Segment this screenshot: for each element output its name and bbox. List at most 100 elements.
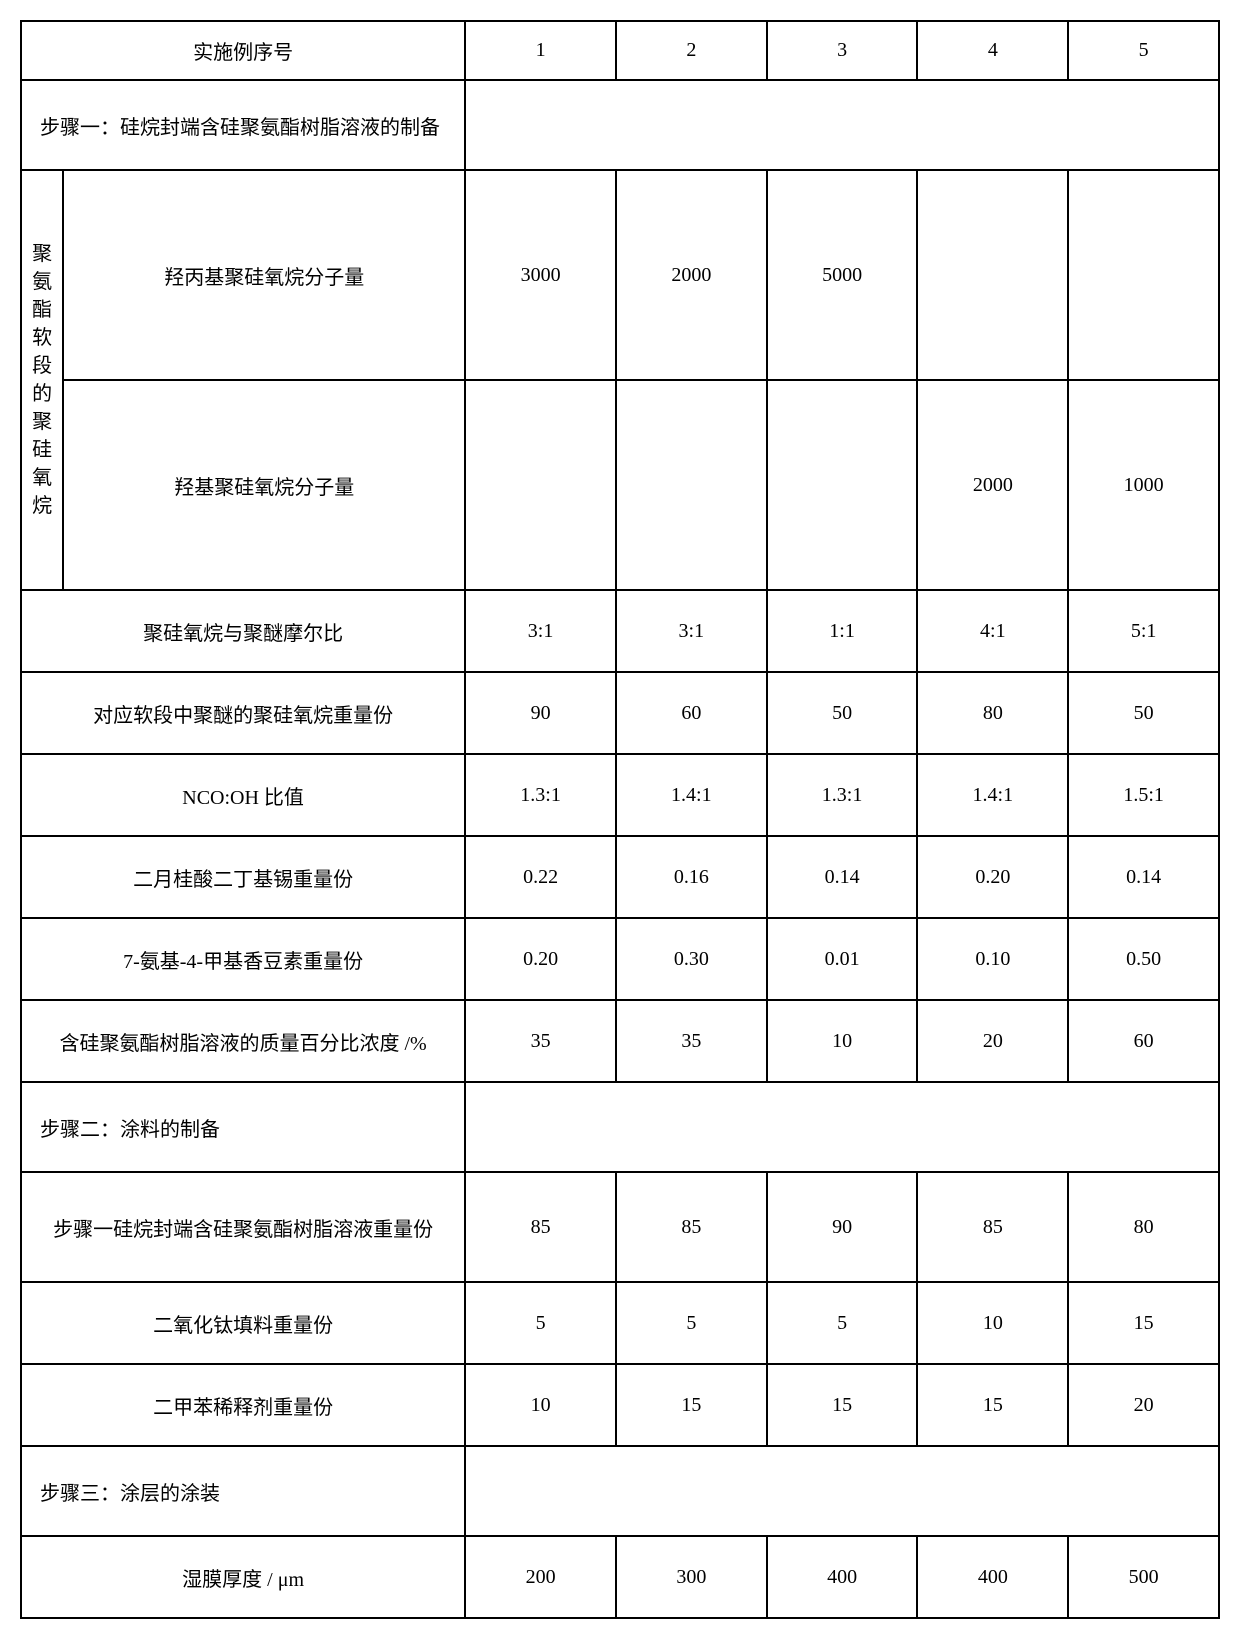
cell: 0.01: [767, 918, 918, 1000]
cell: 50: [1068, 672, 1219, 754]
table-row: 步骤一：硅烷封端含硅聚氨酯树脂溶液的制备: [21, 80, 1219, 170]
cell: 80: [917, 672, 1068, 754]
col-4: 4: [917, 21, 1068, 80]
cell: [616, 380, 767, 590]
cell: 5: [616, 1282, 767, 1364]
cell: 90: [465, 672, 616, 754]
row-label: 二甲苯稀释剂重量份: [21, 1364, 465, 1446]
cell: 0.22: [465, 836, 616, 918]
empty-cell: [465, 80, 1219, 170]
cell: 0.50: [1068, 918, 1219, 1000]
cell: 0.20: [917, 836, 1068, 918]
row-label: 二氧化钛填料重量份: [21, 1282, 465, 1364]
cell: 90: [767, 1172, 918, 1282]
col-5: 5: [1068, 21, 1219, 80]
table-row: 羟基聚硅氧烷分子量 2000 1000: [21, 380, 1219, 590]
vertical-label-text: 聚氨酯软段的聚硅氧烷: [24, 240, 60, 520]
row-label: 二月桂酸二丁基锡重量份: [21, 836, 465, 918]
cell: 2000: [616, 170, 767, 380]
cell: 0.14: [767, 836, 918, 918]
cell: 20: [1068, 1364, 1219, 1446]
table-row: 步骤三：涂层的涂装: [21, 1446, 1219, 1536]
cell: 5: [767, 1282, 918, 1364]
cell: 1.4:1: [616, 754, 767, 836]
cell: 1.5:1: [1068, 754, 1219, 836]
col-1: 1: [465, 21, 616, 80]
cell: 20: [917, 1000, 1068, 1082]
cell: 60: [616, 672, 767, 754]
step3-title: 步骤三：涂层的涂装: [21, 1446, 465, 1536]
table-row: 二氧化钛填料重量份 5 5 5 10 15: [21, 1282, 1219, 1364]
cell: 1.3:1: [767, 754, 918, 836]
col-3: 3: [767, 21, 918, 80]
step2-title: 步骤二：涂料的制备: [21, 1082, 465, 1172]
cell: 15: [1068, 1282, 1219, 1364]
cell: 15: [767, 1364, 918, 1446]
row-label: 对应软段中聚醚的聚硅氧烷重量份: [21, 672, 465, 754]
cell: 85: [616, 1172, 767, 1282]
cell: 3:1: [465, 590, 616, 672]
cell: 400: [917, 1536, 1068, 1618]
cell: 85: [917, 1172, 1068, 1282]
empty-cell: [465, 1082, 1219, 1172]
cell: 2000: [917, 380, 1068, 590]
cell: 200: [465, 1536, 616, 1618]
table-row: 二甲苯稀释剂重量份 10 15 15 15 20: [21, 1364, 1219, 1446]
cell: 35: [465, 1000, 616, 1082]
table-container: 实施例序号 1 2 3 4 5 步骤一：硅烷封端含硅聚氨酯树脂溶液的制备 聚氨酯…: [20, 20, 1220, 1619]
table-row: NCO:OH 比值 1.3:1 1.4:1 1.3:1 1.4:1 1.5:1: [21, 754, 1219, 836]
mw-row2-label: 羟基聚硅氧烷分子量: [63, 380, 465, 590]
cell: 80: [1068, 1172, 1219, 1282]
row-label: NCO:OH 比值: [21, 754, 465, 836]
cell: 60: [1068, 1000, 1219, 1082]
table-row: 实施例序号 1 2 3 4 5: [21, 21, 1219, 80]
cell: 500: [1068, 1536, 1219, 1618]
cell: 10: [767, 1000, 918, 1082]
table-row: 湿膜厚度 / μm 200 300 400 400 500: [21, 1536, 1219, 1618]
table-row: 步骤二：涂料的制备: [21, 1082, 1219, 1172]
vertical-label-cell: 聚氨酯软段的聚硅氧烷: [21, 170, 63, 590]
table-row: 步骤一硅烷封端含硅聚氨酯树脂溶液重量份 85 85 90 85 80: [21, 1172, 1219, 1282]
cell: [1068, 170, 1219, 380]
cell: 0.10: [917, 918, 1068, 1000]
cell: 10: [465, 1364, 616, 1446]
cell: 400: [767, 1536, 918, 1618]
cell: 15: [917, 1364, 1068, 1446]
cell: 1.4:1: [917, 754, 1068, 836]
cell: 1.3:1: [465, 754, 616, 836]
row-label: 步骤一硅烷封端含硅聚氨酯树脂溶液重量份: [21, 1172, 465, 1282]
empty-cell: [465, 1446, 1219, 1536]
table-row: 二月桂酸二丁基锡重量份 0.22 0.16 0.14 0.20 0.14: [21, 836, 1219, 918]
cell: [465, 380, 616, 590]
cell: 15: [616, 1364, 767, 1446]
cell: 85: [465, 1172, 616, 1282]
header-label: 实施例序号: [21, 21, 465, 80]
cell: [767, 380, 918, 590]
row-label: 7-氨基-4-甲基香豆素重量份: [21, 918, 465, 1000]
cell: 4:1: [917, 590, 1068, 672]
cell: 1:1: [767, 590, 918, 672]
row-label: 聚硅氧烷与聚醚摩尔比: [21, 590, 465, 672]
cell: 1000: [1068, 380, 1219, 590]
cell: 5000: [767, 170, 918, 380]
cell: 3000: [465, 170, 616, 380]
col-2: 2: [616, 21, 767, 80]
cell: 35: [616, 1000, 767, 1082]
cell: 0.16: [616, 836, 767, 918]
mw-row1-label: 羟丙基聚硅氧烷分子量: [63, 170, 465, 380]
step1-title: 步骤一：硅烷封端含硅聚氨酯树脂溶液的制备: [21, 80, 465, 170]
cell: 3:1: [616, 590, 767, 672]
table-row: 含硅聚氨酯树脂溶液的质量百分比浓度 /% 35 35 10 20 60: [21, 1000, 1219, 1082]
table-row: 7-氨基-4-甲基香豆素重量份 0.20 0.30 0.01 0.10 0.50: [21, 918, 1219, 1000]
cell: 50: [767, 672, 918, 754]
table-row: 对应软段中聚醚的聚硅氧烷重量份 90 60 50 80 50: [21, 672, 1219, 754]
cell: 5: [465, 1282, 616, 1364]
row-label: 含硅聚氨酯树脂溶液的质量百分比浓度 /%: [21, 1000, 465, 1082]
cell: 0.14: [1068, 836, 1219, 918]
cell: [917, 170, 1068, 380]
table-row: 聚氨酯软段的聚硅氧烷 羟丙基聚硅氧烷分子量 3000 2000 5000: [21, 170, 1219, 380]
cell: 300: [616, 1536, 767, 1618]
cell: 0.30: [616, 918, 767, 1000]
cell: 10: [917, 1282, 1068, 1364]
data-table: 实施例序号 1 2 3 4 5 步骤一：硅烷封端含硅聚氨酯树脂溶液的制备 聚氨酯…: [20, 20, 1220, 1619]
